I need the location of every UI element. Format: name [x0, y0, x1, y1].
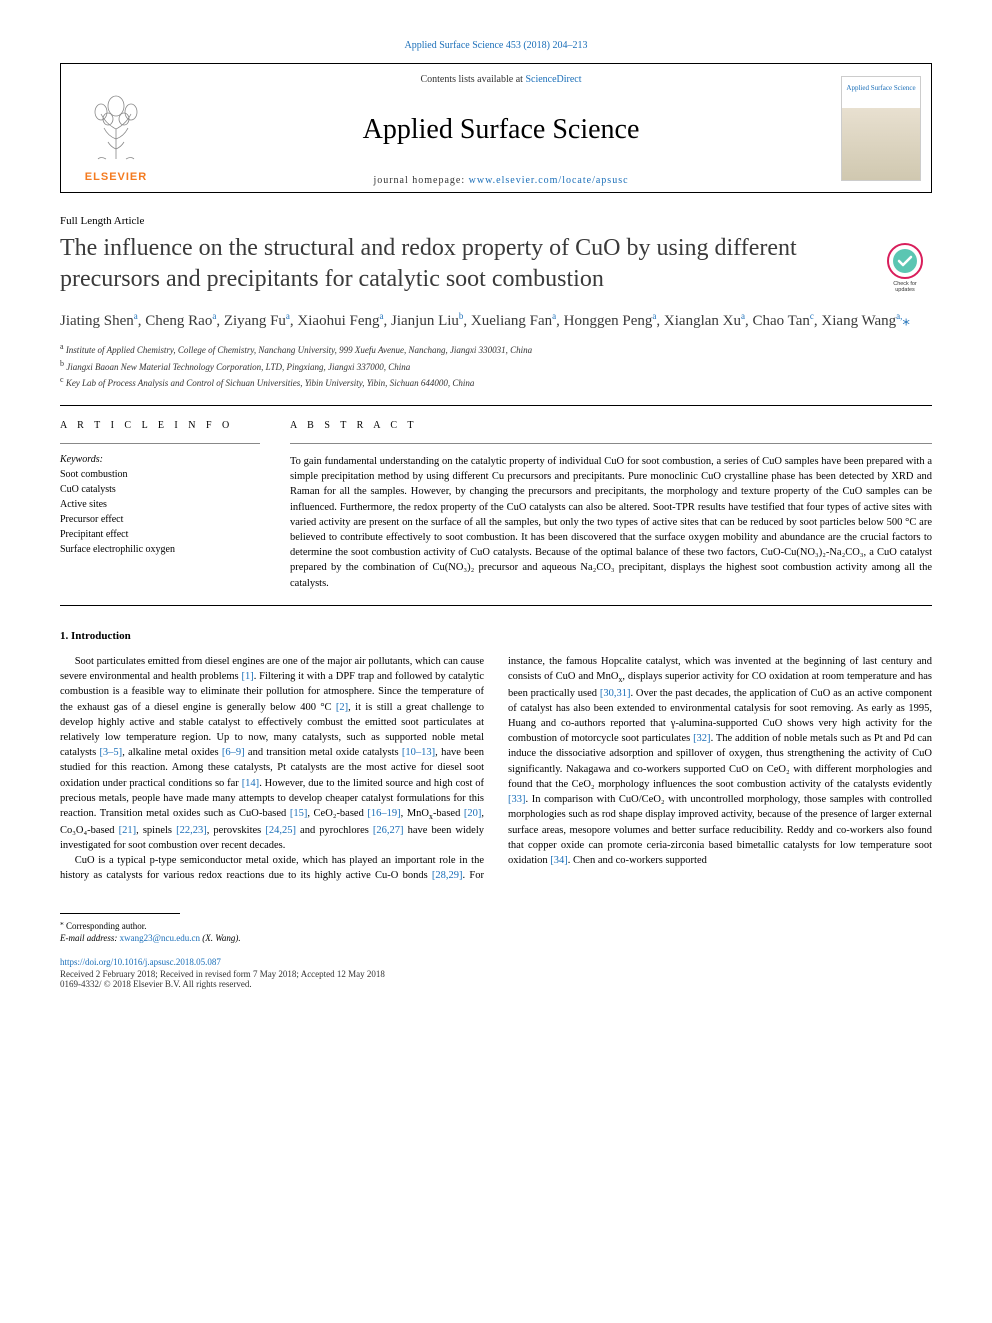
article-history: Received 2 February 2018; Received in re… [60, 969, 932, 979]
journal-name: Applied Surface Science [171, 114, 831, 146]
copyright-line: 0169-4332/ © 2018 Elsevier B.V. All righ… [60, 979, 932, 989]
article-title: The influence on the structural and redo… [60, 233, 932, 295]
corr-text: Corresponding author. [66, 921, 147, 931]
divider [290, 443, 932, 444]
abstract-column: A B S T R A C T To gain fundamental unde… [290, 420, 932, 591]
contents-available-line: Contents lists available at ScienceDirec… [171, 74, 831, 85]
introduction-heading: 1. Introduction [60, 630, 932, 642]
email-note: E-mail address: xwang23@ncu.edu.cn (X. W… [60, 933, 932, 943]
body-text: Soot particulates emitted from diesel en… [60, 654, 932, 884]
email-suffix: (X. Wang). [202, 933, 240, 943]
sciencedirect-link[interactable]: ScienceDirect [525, 74, 581, 85]
author-list: Jiating Shena, Cheng Raoa, Ziyang Fua, X… [60, 309, 932, 333]
masthead-center: Contents lists available at ScienceDirec… [171, 64, 831, 192]
corr-symbol: ⁎ [60, 918, 64, 927]
email-label: E-mail address: [60, 933, 117, 943]
journal-cover-thumbnail: Applied Surface Science [841, 76, 921, 181]
article-info-heading: A R T I C L E I N F O [60, 420, 260, 431]
affiliations: a Institute of Applied Chemistry, Colleg… [60, 341, 932, 391]
journal-homepage-link[interactable]: www.elsevier.com/locate/apsusc [469, 175, 629, 186]
corresponding-email-link[interactable]: xwang23@ncu.edu.cn [120, 933, 200, 943]
check-updates-badge[interactable]: Check for updates [878, 239, 932, 293]
publisher-logo-box: ELSEVIER [61, 64, 171, 192]
divider [60, 605, 932, 606]
journal-cover-title: Applied Surface Science [846, 85, 916, 93]
publisher-name: ELSEVIER [85, 171, 147, 183]
doi-link[interactable]: https://doi.org/10.1016/j.apsusc.2018.05… [60, 957, 932, 967]
article-type: Full Length Article [60, 215, 932, 227]
keywords-list: Soot combustionCuO catalystsActive sites… [60, 467, 260, 557]
keywords-label: Keywords: [60, 454, 260, 465]
journal-homepage-line: journal homepage: www.elsevier.com/locat… [171, 175, 831, 186]
abstract-heading: A B S T R A C T [290, 420, 932, 431]
svg-text:updates: updates [895, 287, 915, 293]
divider [60, 405, 932, 406]
masthead: ELSEVIER Contents lists available at Sci… [60, 63, 932, 193]
elsevier-logo: ELSEVIER [71, 73, 161, 183]
footnote-divider [60, 913, 180, 914]
contents-text: Contents lists available at [420, 74, 525, 85]
homepage-label: journal homepage: [373, 175, 468, 186]
elsevier-tree-icon [76, 84, 156, 169]
abstract-text: To gain fundamental understanding on the… [290, 454, 932, 591]
divider [60, 443, 260, 444]
article-info-column: A R T I C L E I N F O Keywords: Soot com… [60, 420, 260, 591]
page-footer: ⁎ Corresponding author. E-mail address: … [60, 913, 932, 989]
introduction-section: 1. Introduction Soot particulates emitte… [60, 630, 932, 884]
journal-cover-box: Applied Surface Science [831, 64, 931, 192]
header-citation: Applied Surface Science 453 (2018) 204–2… [60, 40, 932, 51]
corresponding-author-note: ⁎ Corresponding author. [60, 918, 932, 931]
